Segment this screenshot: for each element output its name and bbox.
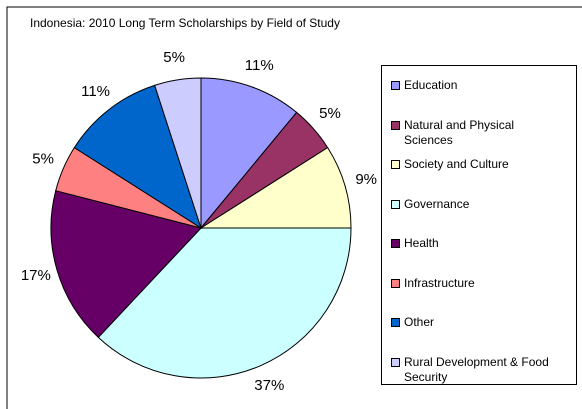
pie-slice (97, 227, 352, 379)
data-label: 11% (81, 83, 110, 100)
legend-swatch (391, 120, 400, 130)
chart-title: Indonesia: 2010 Long Term Scholarships b… (30, 16, 340, 30)
data-label: 9% (355, 171, 377, 188)
legend-label: Rural Development & Food Security (404, 354, 549, 384)
legend-swatch (391, 357, 400, 367)
data-label: 37% (254, 377, 284, 394)
legend-swatch (391, 81, 400, 90)
pie-slice (200, 77, 298, 230)
legend-swatch (391, 160, 400, 169)
data-label: 5% (319, 105, 341, 122)
pie-slice (199, 146, 352, 229)
legend-swatch (391, 199, 400, 209)
legend-label: Society and Culture (404, 157, 509, 171)
legend-label: Governance (404, 196, 470, 211)
data-label: 11% (245, 57, 274, 74)
legend-label: Education (404, 78, 458, 92)
legend-label: Other (404, 315, 435, 329)
legend-label: Health (404, 236, 439, 250)
legend: Education Natural and Physical Sciences So… (381, 65, 577, 385)
chart-frame (6, 6, 582, 409)
legend-swatch (391, 318, 400, 327)
data-label: 17% (21, 267, 51, 284)
legend-label: Infrastructure (404, 275, 475, 290)
pie-slice (73, 84, 202, 230)
pie-slice (50, 190, 202, 339)
data-label: 5% (32, 151, 54, 168)
legend-swatch (391, 278, 400, 288)
pie-slice (154, 77, 202, 229)
data-label: 5% (163, 49, 185, 66)
legend-swatch (391, 239, 400, 248)
legend-label: Natural and Physical Sciences (404, 117, 515, 147)
